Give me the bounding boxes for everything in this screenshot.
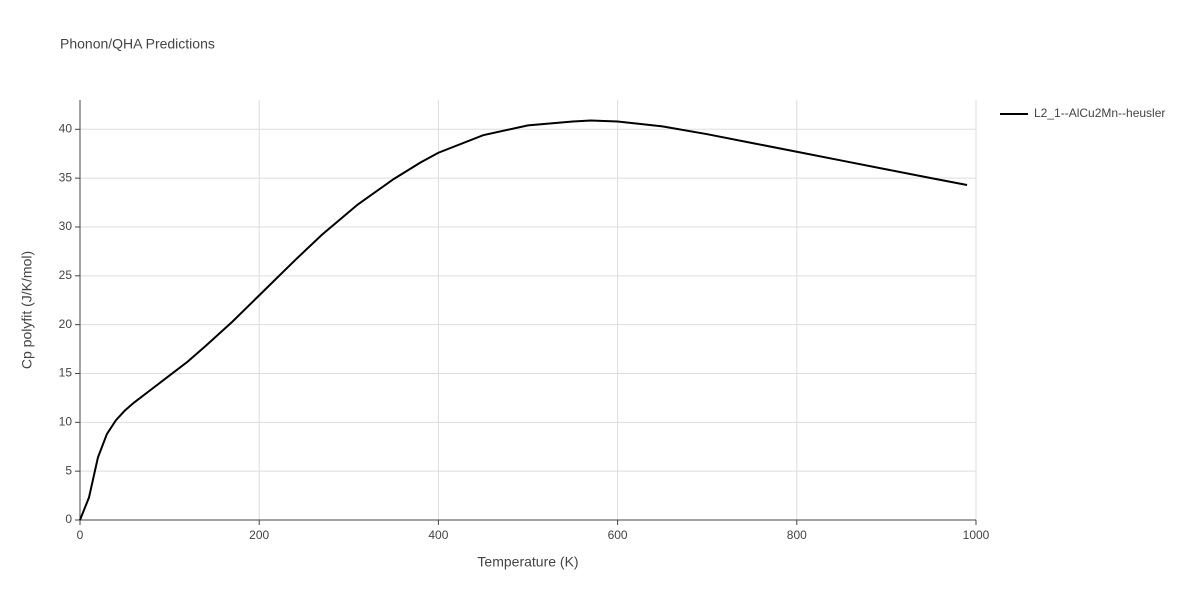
y-axis-label: Cp polyfit (J/K/mol) xyxy=(19,251,35,369)
y-tick-label: 15 xyxy=(59,366,73,380)
x-tick-label: 400 xyxy=(428,528,448,542)
data-line xyxy=(79,119,968,521)
x-tick-label: 800 xyxy=(787,528,807,542)
y-tick-label: 35 xyxy=(59,170,73,184)
x-tick-label: 200 xyxy=(249,528,269,542)
y-tick-label: 20 xyxy=(59,317,73,331)
y-tick-label: 0 xyxy=(65,512,72,526)
y-tick-label: 40 xyxy=(59,121,73,135)
y-tick-label: 25 xyxy=(59,268,73,282)
x-axis-label: Temperature (K) xyxy=(477,554,578,570)
x-tick-label: 0 xyxy=(77,528,84,542)
x-tick-label: 1000 xyxy=(963,528,990,542)
x-tick-label: 600 xyxy=(608,528,628,542)
y-tick-label: 5 xyxy=(65,463,72,477)
chart-title: Phonon/QHA Predictions xyxy=(60,36,215,52)
y-tick-label: 30 xyxy=(59,219,73,233)
legend-label: L2_1--AlCu2Mn--heusler xyxy=(1034,106,1165,120)
y-tick-label: 10 xyxy=(59,414,73,428)
